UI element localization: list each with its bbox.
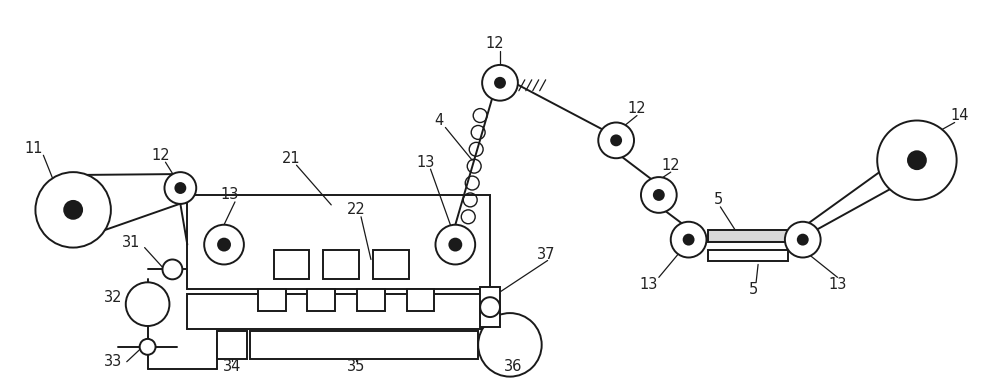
Circle shape bbox=[175, 183, 185, 193]
Circle shape bbox=[478, 313, 542, 377]
Circle shape bbox=[140, 339, 156, 355]
Text: 11: 11 bbox=[24, 141, 43, 156]
Circle shape bbox=[480, 297, 500, 317]
Bar bbox=[307, 289, 335, 311]
Circle shape bbox=[35, 172, 111, 247]
Text: 13: 13 bbox=[416, 155, 435, 170]
Text: 13: 13 bbox=[828, 277, 847, 292]
Text: 4: 4 bbox=[434, 113, 443, 128]
Text: 36: 36 bbox=[504, 359, 522, 374]
Text: 21: 21 bbox=[282, 151, 301, 166]
Circle shape bbox=[671, 222, 706, 257]
Circle shape bbox=[908, 151, 926, 169]
Circle shape bbox=[877, 121, 957, 200]
Circle shape bbox=[64, 201, 82, 219]
Text: 5: 5 bbox=[749, 282, 758, 297]
Text: 31: 31 bbox=[122, 235, 140, 250]
Text: 37: 37 bbox=[537, 247, 556, 262]
Circle shape bbox=[204, 225, 244, 265]
Circle shape bbox=[611, 135, 621, 145]
Circle shape bbox=[162, 260, 182, 279]
Circle shape bbox=[684, 235, 694, 244]
Circle shape bbox=[164, 172, 196, 204]
Circle shape bbox=[798, 235, 808, 244]
Text: 32: 32 bbox=[104, 290, 122, 305]
Text: 13: 13 bbox=[640, 277, 658, 292]
Text: 22: 22 bbox=[347, 202, 365, 217]
Text: 33: 33 bbox=[104, 354, 122, 369]
Circle shape bbox=[495, 78, 505, 88]
Text: 14: 14 bbox=[950, 108, 969, 123]
Circle shape bbox=[598, 122, 634, 158]
Text: 34: 34 bbox=[223, 359, 241, 374]
Bar bbox=[708, 249, 788, 262]
Text: 5: 5 bbox=[714, 193, 723, 207]
Circle shape bbox=[126, 282, 169, 326]
Circle shape bbox=[785, 222, 821, 257]
Text: 13: 13 bbox=[221, 188, 239, 202]
Bar bbox=[407, 289, 434, 311]
Bar bbox=[323, 249, 359, 279]
Bar bbox=[250, 331, 478, 359]
Bar bbox=[357, 289, 385, 311]
Circle shape bbox=[218, 239, 230, 251]
Bar bbox=[217, 331, 247, 359]
Text: 35: 35 bbox=[347, 359, 365, 374]
Bar bbox=[373, 249, 409, 279]
Bar bbox=[708, 230, 788, 242]
Circle shape bbox=[449, 239, 461, 251]
Bar bbox=[274, 249, 309, 279]
Circle shape bbox=[482, 65, 518, 101]
Text: 12: 12 bbox=[151, 148, 170, 163]
Text: 12: 12 bbox=[486, 36, 504, 50]
Circle shape bbox=[435, 225, 475, 265]
Bar bbox=[480, 287, 500, 327]
Bar bbox=[187, 195, 490, 289]
Bar bbox=[258, 289, 286, 311]
Bar bbox=[187, 294, 490, 329]
Text: 12: 12 bbox=[628, 101, 646, 116]
Circle shape bbox=[654, 190, 664, 200]
Text: 12: 12 bbox=[661, 158, 680, 173]
Circle shape bbox=[641, 177, 677, 213]
